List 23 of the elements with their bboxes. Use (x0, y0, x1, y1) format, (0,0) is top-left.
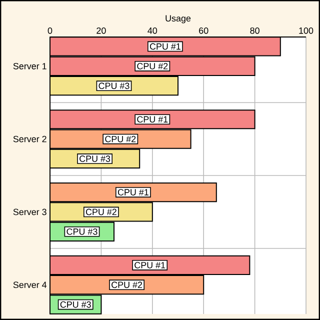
x-tick-label: 0 (48, 27, 52, 34)
text: CPU #1 (137, 116, 168, 123)
y-tick-label: Server 1 (13, 62, 46, 70)
x-tick-label: 80 (250, 27, 260, 34)
y-tick-label: Server 4 (13, 282, 47, 288)
series-label: CPU #1 (150, 43, 180, 50)
x-tick-label: 20 (96, 27, 106, 34)
series-label: CPU #2 (137, 62, 168, 70)
x-tick-label: 100 (299, 27, 314, 34)
x-tick-label: 60 (199, 27, 208, 34)
series-label: CPU #3 (60, 301, 91, 308)
text: CPU #1 (134, 262, 166, 268)
text: CPU #3 (98, 82, 130, 90)
text: CPU #2 (112, 282, 142, 288)
text: CPU #3 (66, 228, 98, 235)
x-axis-title: Usage (166, 15, 191, 24)
y-tick-label: Server 3 (13, 208, 46, 216)
text: CPU #2 (86, 208, 116, 216)
text: CPU #1 (118, 189, 148, 196)
text: CPU #2 (105, 136, 136, 142)
text: CPU #3 (80, 156, 110, 162)
x-tick-label: 40 (148, 27, 158, 34)
y-tick-label: Server 2 (13, 136, 46, 142)
